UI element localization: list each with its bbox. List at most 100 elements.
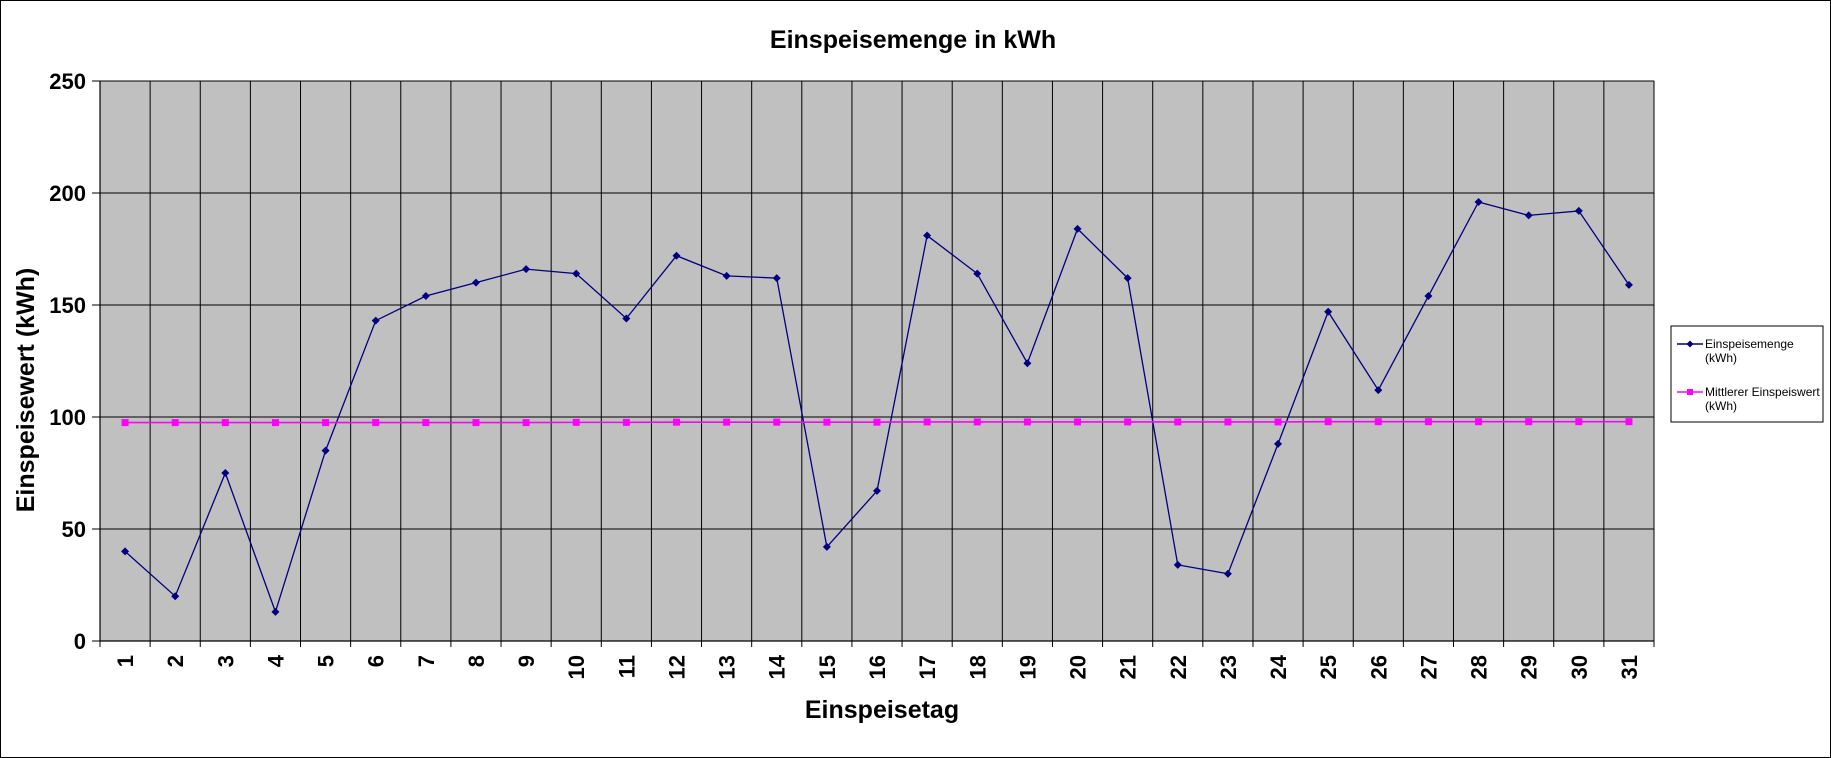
data-point-s2-31 [1625,418,1633,426]
data-point-s1-3 [221,469,230,477]
x-tick-label: 30 [1567,655,1592,679]
data-point-s2-21 [1124,418,1132,426]
y-tick-label: 50 [62,517,86,542]
data-point-s2-18 [973,418,981,426]
data-point-s2-25 [1324,418,1332,426]
data-point-s1-13 [722,271,731,280]
x-tick-label: 12 [664,655,689,679]
data-point-s1-6 [371,316,380,325]
x-tick-label: 13 [715,655,740,679]
data-point-s2-2 [171,419,179,427]
x-tick-label: 9 [514,655,539,667]
x-tick-label: 11 [614,655,639,678]
data-point-s2-12 [672,418,680,426]
legend: Einspeisemenge (kWh) Mittlerer Einspeiswer… [1670,325,1824,423]
data-point-s1-26 [1374,386,1383,395]
legend-marker-1 [1686,340,1694,348]
x-tick-label: 25 [1316,655,1341,679]
data-point-s2-19 [1023,418,1031,426]
y-tick-label: 100 [49,405,86,430]
data-point-s1-1 [121,547,130,556]
data-point-s2-28 [1475,418,1483,426]
data-point-s1-16 [873,486,881,495]
x-tick-label: 26 [1366,655,1391,679]
data-point-s2-30 [1575,418,1583,426]
x-tick-label: 4 [263,654,288,667]
data-point-s1-7 [421,292,430,301]
data-point-s2-11 [622,418,630,426]
x-tick-label: 6 [364,655,389,667]
data-point-s1-18 [973,269,982,278]
data-point-s2-27 [1424,418,1432,426]
data-point-s1-29 [1524,211,1533,220]
data-point-s1-22 [1173,560,1182,569]
x-tick-label: 1 [113,655,138,667]
x-tick-label: 10 [564,655,589,679]
data-point-s2-5 [322,419,330,427]
data-point-s1-8 [471,278,480,287]
data-point-s1-17 [923,231,932,240]
y-tick-label: 250 [49,69,86,94]
data-point-s2-7 [422,419,430,427]
x-tick-label: 31 [1617,655,1642,679]
x-tick-label: 20 [1066,655,1091,679]
y-tick-label: 150 [49,293,86,318]
data-point-s1-27 [1424,292,1433,301]
data-point-s1-24 [1274,439,1283,448]
data-point-s1-15 [822,542,831,551]
data-point-s1-19 [1023,359,1032,368]
data-point-s2-6 [372,419,380,427]
data-point-s2-10 [572,418,580,426]
data-point-s1-30 [1574,206,1583,215]
data-point-s2-1 [121,419,129,427]
data-point-s1-10 [572,269,581,278]
data-point-s2-3 [221,419,229,427]
x-tick-label: 16 [865,655,890,679]
legend-box [1670,325,1824,423]
x-tick-label: 15 [815,655,840,679]
chart-title: Einspeisemenge in kWh [770,26,1056,54]
data-point-s1-21 [1123,274,1132,283]
y-tick-label: 200 [49,181,86,206]
x-tick-label: 17 [915,655,940,679]
x-tick-label: 23 [1216,655,1241,679]
data-point-s1-25 [1324,307,1333,316]
x-tick-label: 22 [1166,655,1191,679]
data-point-s2-14 [773,418,781,426]
data-point-s2-17 [923,418,931,426]
plot-background [99,80,1655,642]
data-point-s1-5 [321,446,330,455]
data-point-s2-24 [1274,418,1282,426]
data-point-s1-11 [622,314,631,323]
data-point-s2-20 [1074,418,1082,426]
data-point-s2-29 [1525,418,1533,426]
data-point-s2-26 [1374,418,1382,426]
y-tick-label: 0 [74,629,86,654]
legend-marker-2 [1687,389,1693,395]
data-point-s1-28 [1474,197,1483,206]
data-point-s2-8 [472,419,480,427]
x-tick-label: 3 [213,655,238,667]
data-point-s1-4 [271,607,280,616]
x-tick-label: 5 [314,655,339,667]
x-tick-label: 7 [414,655,439,667]
y-axis-title: Einspeisewert (kWh) [12,268,40,513]
x-tick-label: 14 [765,654,790,679]
x-tick-label: 28 [1467,655,1492,679]
data-point-s2-15 [823,418,831,426]
data-point-s1-20 [1073,224,1082,233]
legend-label-1: Einspeisemenge (kWh) [1705,337,1794,365]
data-point-s1-31 [1624,280,1633,289]
data-point-s2-4 [271,419,279,427]
data-point-s1-12 [672,251,681,260]
x-tick-label: 21 [1116,655,1141,679]
x-tick-label: 18 [965,655,990,679]
data-point-s2-9 [522,419,530,427]
data-point-s2-13 [723,418,731,426]
x-tick-label: 19 [1015,655,1040,679]
data-point-s2-22 [1174,418,1182,426]
x-tick-label: 29 [1517,655,1542,679]
data-point-s1-23 [1223,569,1232,578]
